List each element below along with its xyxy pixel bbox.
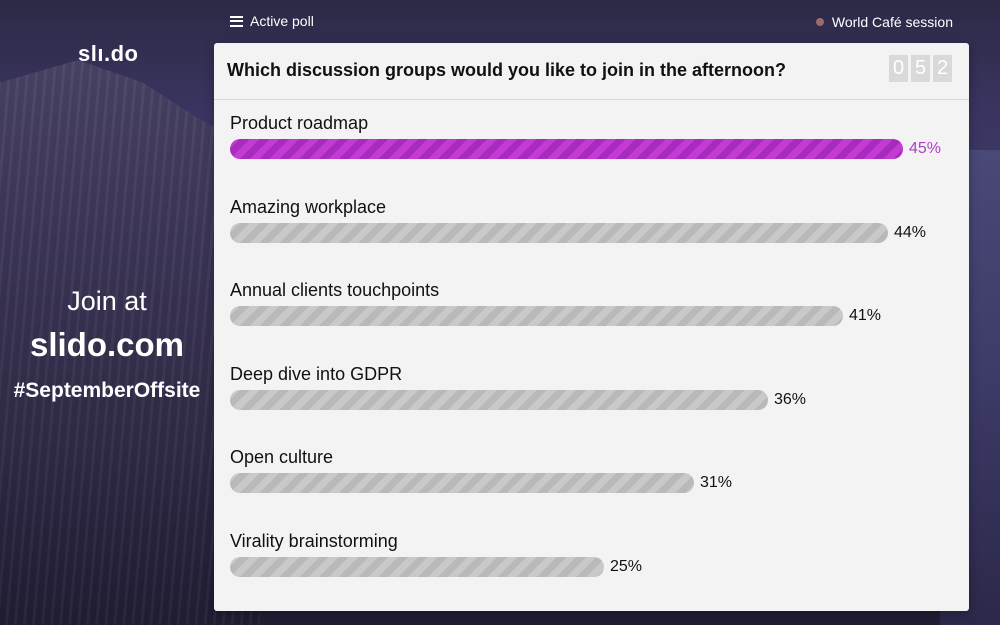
poll-option-label: Product roadmap [230,113,369,133]
join-url: slido.com [29,326,185,363]
poll-option-bar [230,473,694,493]
poll-option-label: Deep dive into GDPR [230,363,403,384]
vote-counter-digit: 5 [911,55,930,82]
active-poll-indicator[interactable]: Active poll [230,13,314,29]
poll-option-bar [230,389,768,410]
list-icon [230,15,243,27]
poll-option-bar [230,306,843,326]
session-label: World Café session [831,14,953,30]
poll-option: Deep dive into GDPR 36% [230,362,960,446]
event-hashtag: #SeptemberOffsite [13,379,201,402]
vote-counter: 0 5 2 [889,55,952,82]
vote-counter-digit: 0 [889,55,908,82]
poll-option-bar [230,139,903,159]
session-indicator: World Café session [815,14,953,30]
poll-question: Which discussion groups would you like t… [227,60,787,80]
poll-card: Which discussion groups would you like t… [214,43,969,611]
poll-option-label: Annual clients touchpoints [230,280,440,300]
poll-option-percent: 41% [849,307,882,324]
poll-header: Which discussion groups would you like t… [214,43,969,100]
poll-option-label: Open culture [230,447,334,467]
session-status-dot-icon [815,18,824,26]
active-poll-label: Active poll [250,13,314,29]
poll-option: Virality brainstorming 25% [230,529,960,612]
poll-option-bar [230,222,888,243]
vote-counter-digit: 2 [933,55,952,82]
poll-option: Open culture 31% [230,445,960,529]
poll-option: Annual clients touchpoints 41% [230,278,960,362]
poll-option-percent: 25% [610,557,643,575]
poll-option-percent: 44% [894,223,927,241]
join-at-text: Join at [67,286,147,316]
poll-option: Product roadmap 45% [230,111,960,195]
poll-option: Amazing workplace 44% [230,195,960,279]
poll-options: Product roadmap 45% Amazing workplace 44… [230,111,960,611]
slido-logo: slı.do [78,41,139,66]
poll-option-bar [230,556,604,577]
poll-option-label: Amazing workplace [230,196,387,217]
poll-option-label: Virality brainstorming [230,530,398,551]
poll-option-percent: 45% [909,140,942,157]
poll-option-percent: 31% [700,474,733,491]
poll-option-percent: 36% [774,390,807,408]
